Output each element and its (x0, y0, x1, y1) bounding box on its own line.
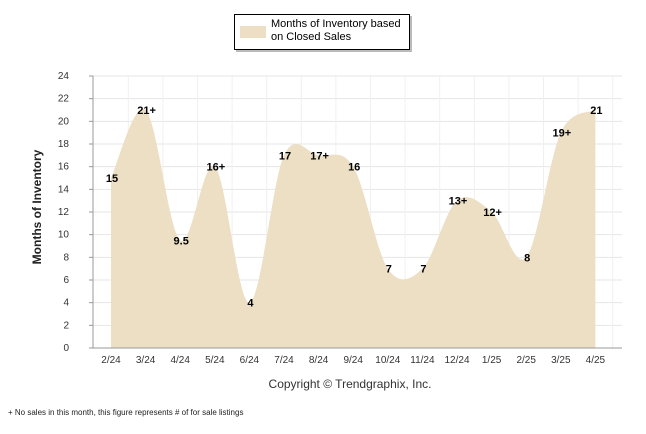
y-tick-label: 22 (58, 94, 70, 105)
x-tick-label: 4/25 (586, 355, 606, 366)
legend-label: Months of Inventory based on Closed Sale… (271, 18, 401, 43)
data-label: 7 (420, 264, 426, 276)
y-tick-label: 0 (63, 343, 69, 354)
legend-swatch (240, 26, 266, 38)
y-tick-label: 18 (58, 139, 70, 150)
y-tick-label: 16 (58, 162, 70, 173)
data-label: 16 (348, 162, 360, 174)
x-tick-label: 4/24 (170, 355, 190, 366)
data-label: 17+ (310, 150, 329, 162)
y-tick-label: 24 (58, 71, 70, 82)
data-label: 8 (524, 252, 530, 264)
x-tick-label: 2/25 (516, 355, 536, 366)
x-tick-label: 10/24 (375, 355, 400, 366)
y-tick-label: 6 (63, 275, 69, 286)
data-label: 12+ (483, 207, 502, 219)
data-label: 15 (106, 173, 118, 185)
y-tick-label: 20 (58, 116, 70, 127)
legend: Months of Inventory based on Closed Sale… (234, 14, 410, 50)
y-tick-label: 14 (58, 184, 70, 195)
data-label: 21 (590, 105, 602, 117)
x-tick-label: 6/24 (240, 355, 260, 366)
copyright-text: Copyright © Trendgraphix, Inc. (268, 377, 432, 391)
x-tick-label: 1/25 (482, 355, 502, 366)
data-labels: 15 21+ 9.5 16+ 4 17 17+ 16 7 7 13+ 12+ 8 19+ 21 (106, 105, 603, 310)
y-tick-label: 4 (63, 298, 69, 309)
y-tick-label: 2 (63, 320, 69, 331)
data-label: 9.5 (174, 235, 189, 247)
data-label: 16+ (206, 162, 225, 174)
y-tick-label: 8 (63, 252, 69, 263)
data-label: 17 (279, 150, 291, 162)
x-tick-label: 3/25 (551, 355, 571, 366)
x-tick-label: 5/24 (205, 355, 225, 366)
data-label: 4 (247, 298, 254, 310)
x-tick-label: 7/24 (274, 355, 294, 366)
x-tick-label: 11/24 (410, 355, 435, 366)
data-label: 19+ (552, 128, 571, 140)
y-axis-label: Months of Inventory (30, 149, 44, 265)
data-label: 21+ (137, 105, 156, 117)
y-tick-label: 10 (58, 230, 70, 241)
area-series (111, 108, 596, 348)
x-tick-label: 8/24 (309, 355, 329, 366)
x-tick-labels: 2/24 3/24 4/24 5/24 6/24 7/24 8/24 9/24 10/24 11/… (101, 355, 605, 366)
x-tick-label: 2/24 (101, 355, 121, 366)
data-label: 7 (386, 264, 392, 276)
x-tick-label: 9/24 (343, 355, 363, 366)
y-tick-label: 12 (58, 207, 70, 218)
x-tick-label: 3/24 (136, 355, 156, 366)
data-label: 13+ (449, 196, 468, 208)
x-tick-label: 12/24 (444, 355, 469, 366)
footnote: + No sales in this month, this figure re… (8, 408, 244, 417)
